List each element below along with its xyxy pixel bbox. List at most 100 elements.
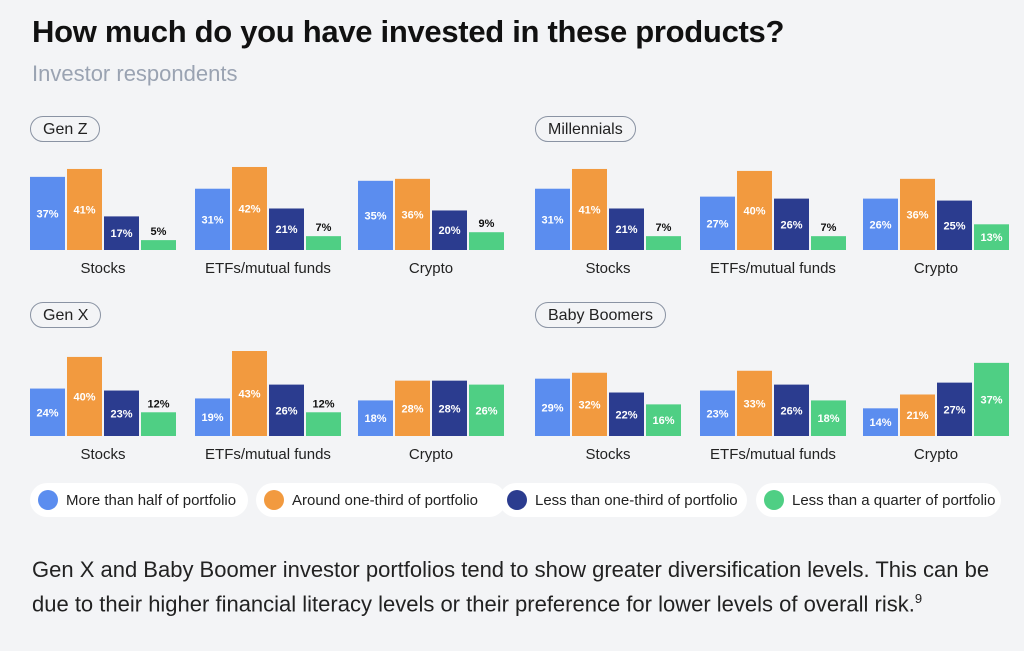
bar-crypto-more-than-half-of-portfolio <box>358 180 393 250</box>
bar-etfs-mutual-funds-less-than-one-third-of-portfolio <box>774 384 809 436</box>
bar-etfs-mutual-funds-less-than-a-quarter-of-portfolio <box>811 400 846 436</box>
footer-note: Gen X and Baby Boomer investor portfolio… <box>32 555 992 618</box>
data-label: 26% <box>780 219 802 231</box>
data-label: 7% <box>656 222 672 234</box>
panel-title-pill: Gen Z <box>30 116 101 142</box>
footer-text: Gen X and Baby Boomer investor portfolio… <box>32 557 990 617</box>
data-label: 28% <box>438 403 460 415</box>
panel-title-pill: Baby Boomers <box>535 302 666 328</box>
data-label: 22% <box>615 409 637 421</box>
panel-gen-x: Gen X 24% 40% 23% 12% Stocks 19% 43% 26% 12% ETFs… <box>30 302 520 472</box>
data-label: 18% <box>817 413 839 425</box>
bar-stocks-more-than-half-of-portfolio <box>535 378 570 436</box>
data-label: 29% <box>541 402 563 414</box>
bar-crypto-less-than-a-quarter-of-portfolio <box>974 362 1009 436</box>
bar-etfs-mutual-funds-around-one-third-of-portfolio <box>232 351 267 436</box>
data-label: 31% <box>201 214 223 226</box>
bar-etfs-mutual-funds-less-than-a-quarter-of-portfolio <box>811 236 846 250</box>
bar-crypto-more-than-half-of-portfolio <box>358 400 393 436</box>
bar-etfs-mutual-funds-less-than-one-third-of-portfolio <box>269 208 304 250</box>
bar-etfs-mutual-funds-less-than-one-third-of-portfolio <box>774 198 809 250</box>
bar-chart-millennials: 31% 41% 21% 7% Stocks 27% 40% 26% 7% ETFs/mutual … <box>535 168 1009 277</box>
bar-etfs-mutual-funds-more-than-half-of-portfolio <box>700 390 735 436</box>
category-label: Stocks <box>585 446 630 463</box>
data-label: 14% <box>869 417 891 429</box>
category-label: Stocks <box>80 446 125 463</box>
data-label: 7% <box>821 222 837 234</box>
data-label: 5% <box>151 226 167 238</box>
data-label: 27% <box>706 218 728 230</box>
bar-crypto-less-than-one-third-of-portfolio <box>937 382 972 436</box>
bar-crypto-more-than-half-of-portfolio <box>863 198 898 250</box>
bar-stocks-more-than-half-of-portfolio <box>535 188 570 250</box>
category-label: Crypto <box>914 260 958 277</box>
category-label: Stocks <box>80 260 125 277</box>
legend-label: Around one-third of portfolio <box>292 491 478 509</box>
data-label: 26% <box>869 219 891 231</box>
bar-crypto-less-than-a-quarter-of-portfolio <box>469 384 504 436</box>
bar-stocks-more-than-half-of-portfolio <box>30 388 65 436</box>
page-subtitle: Investor respondents <box>32 61 238 86</box>
data-label: 27% <box>943 404 965 416</box>
data-label: 42% <box>238 203 260 215</box>
bar-chart-baby-boomers: 29% 32% 22% 16% Stocks 23% 33% 26% 18% ETFs/mutua… <box>535 362 1009 463</box>
data-label: 23% <box>110 408 132 420</box>
data-label: 12% <box>147 398 169 410</box>
panel-millennials: Millennials 31% 41% 21% 7% Stocks 27% 40% 26% 7%… <box>535 116 1024 286</box>
data-label: 17% <box>110 228 132 240</box>
bar-etfs-mutual-funds-more-than-half-of-portfolio <box>700 196 735 250</box>
bar-chart-gen-x: 24% 40% 23% 12% Stocks 19% 43% 26% 12% ETFs/mutua… <box>30 351 504 463</box>
legend-swatch <box>264 490 284 510</box>
bar-stocks-less-than-a-quarter-of-portfolio <box>646 404 681 436</box>
data-label: 41% <box>73 204 95 216</box>
data-label: 13% <box>980 232 1002 244</box>
data-label: 21% <box>906 410 928 422</box>
legend-swatch <box>507 490 527 510</box>
bar-crypto-around-one-third-of-portfolio <box>900 394 935 436</box>
bar-crypto-less-than-one-third-of-portfolio <box>937 200 972 250</box>
panel-baby-boomers: Baby Boomers 29% 32% 22% 16% Stocks 23% 33% 26%… <box>535 302 1024 472</box>
bar-etfs-mutual-funds-around-one-third-of-portfolio <box>232 166 267 250</box>
data-label: 36% <box>906 209 928 221</box>
bar-stocks-less-than-a-quarter-of-portfolio <box>141 412 176 436</box>
bar-stocks-less-than-one-third-of-portfolio <box>609 208 644 250</box>
legend-label: Less than a quarter of portfolio <box>792 491 996 509</box>
bar-etfs-mutual-funds-less-than-one-third-of-portfolio <box>269 384 304 436</box>
panel-title-pill: Millennials <box>535 116 636 142</box>
legend-item-one-third: Around one-third of portfolio <box>256 483 506 517</box>
bar-stocks-around-one-third-of-portfolio <box>67 356 102 436</box>
bar-etfs-mutual-funds-around-one-third-of-portfolio <box>737 170 772 250</box>
bar-stocks-around-one-third-of-portfolio <box>572 372 607 436</box>
bar-crypto-less-than-a-quarter-of-portfolio <box>469 232 504 250</box>
data-label: 12% <box>312 398 334 410</box>
data-label: 33% <box>743 398 765 410</box>
bar-crypto-around-one-third-of-portfolio <box>395 178 430 250</box>
bar-crypto-less-than-one-third-of-portfolio <box>432 380 467 436</box>
legend-item-less-than-quarter: Less than a quarter of portfolio <box>756 483 1001 517</box>
data-label: 35% <box>364 210 386 222</box>
category-label: Crypto <box>409 446 453 463</box>
bar-stocks-more-than-half-of-portfolio <box>30 176 65 250</box>
bar-etfs-mutual-funds-more-than-half-of-portfolio <box>195 398 230 436</box>
category-label: Crypto <box>409 260 453 277</box>
bar-stocks-around-one-third-of-portfolio <box>67 168 102 250</box>
legend-label: Less than one-third of portfolio <box>535 491 738 509</box>
data-label: 37% <box>980 394 1002 406</box>
data-label: 41% <box>578 204 600 216</box>
category-label: Crypto <box>914 446 958 463</box>
legend-label: More than half of portfolio <box>66 491 237 509</box>
legend-swatch <box>764 490 784 510</box>
data-label: 18% <box>364 413 386 425</box>
data-label: 21% <box>275 224 297 236</box>
category-label: ETFs/mutual funds <box>205 260 331 277</box>
data-label: 21% <box>615 224 637 236</box>
bar-stocks-less-than-a-quarter-of-portfolio <box>646 236 681 250</box>
data-label: 24% <box>36 407 58 419</box>
bar-stocks-around-one-third-of-portfolio <box>572 168 607 250</box>
bar-stocks-less-than-one-third-of-portfolio <box>104 390 139 436</box>
data-label: 25% <box>943 220 965 232</box>
data-label: 16% <box>652 415 674 427</box>
bar-crypto-less-than-one-third-of-portfolio <box>432 210 467 250</box>
legend-item-more-than-half: More than half of portfolio <box>30 483 248 517</box>
data-label: 36% <box>401 209 423 221</box>
